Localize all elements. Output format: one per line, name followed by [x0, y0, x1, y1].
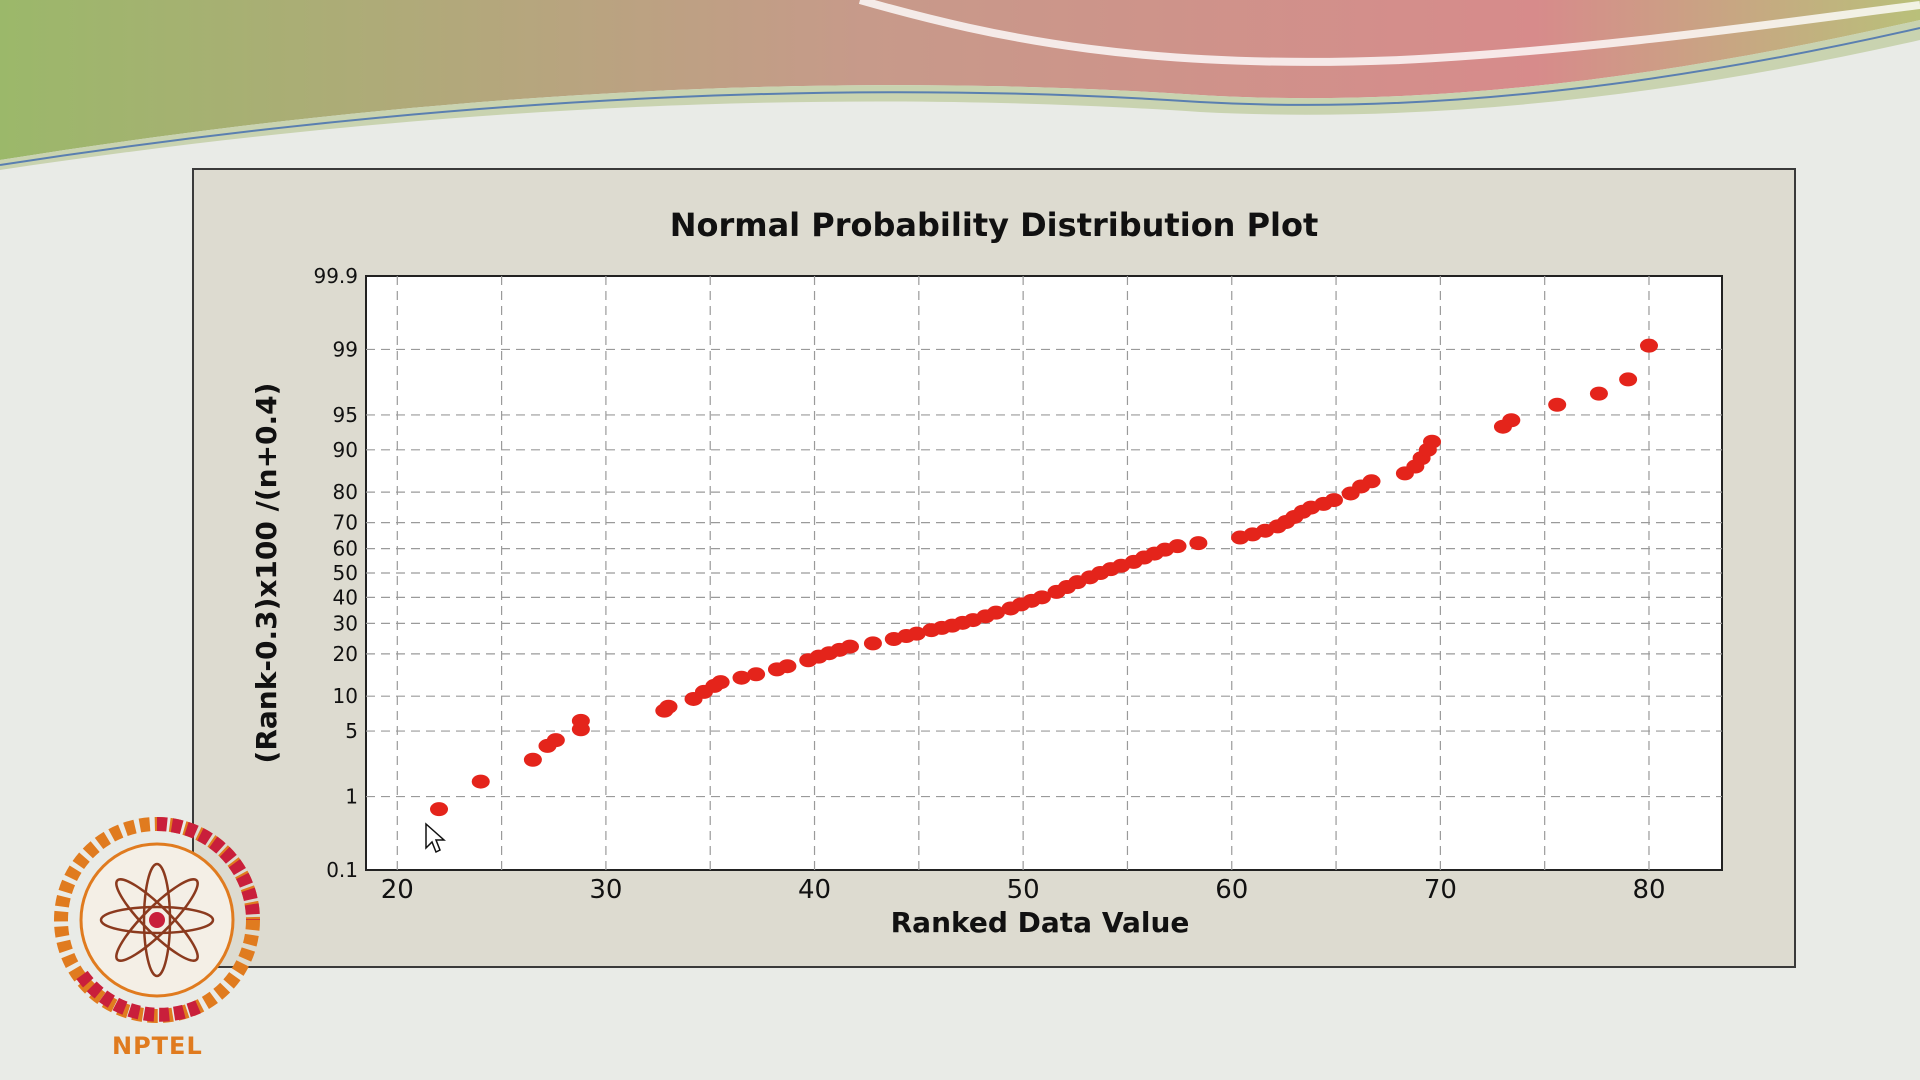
data-point [659, 699, 678, 714]
data-point [711, 675, 730, 690]
x-tick-label: 70 [1424, 875, 1457, 905]
nptel-logo-text: NPTEL [112, 1032, 203, 1060]
y-tick-label: 99 [333, 337, 358, 361]
y-tick-label: 30 [333, 611, 358, 635]
data-point [732, 670, 751, 685]
data-point [907, 626, 926, 641]
data-point [1589, 386, 1608, 401]
data-point [571, 713, 590, 728]
data-point [1502, 413, 1521, 428]
data-point [747, 667, 766, 682]
chart-panel: Normal Probability Distribution Plot 0.1… [192, 168, 1796, 968]
y-tick-label: 0.1 [326, 858, 358, 882]
x-axis-label: Ranked Data Value [891, 906, 1190, 939]
data-point [1362, 474, 1381, 489]
y-tick-label: 60 [333, 537, 358, 561]
x-tick-label: 20 [381, 875, 414, 905]
data-point [778, 659, 797, 674]
data-point [1168, 539, 1187, 554]
y-tick-label: 50 [333, 561, 358, 585]
data-point [430, 802, 449, 817]
grid-lines [366, 276, 1722, 870]
y-tick-label: 10 [333, 684, 358, 708]
nptel-logo-emblem [54, 817, 260, 1023]
data-point [1548, 397, 1567, 412]
x-tick-label: 80 [1632, 875, 1665, 905]
normal-probability-chart: Normal Probability Distribution Plot 0.1… [250, 206, 1723, 939]
y-tick-label: 70 [333, 511, 358, 535]
data-point [863, 636, 882, 651]
mouse-pointer-icon [425, 822, 446, 854]
y-tick-label: 40 [333, 585, 358, 609]
x-tick-label: 30 [589, 875, 622, 905]
data-point [1619, 372, 1638, 387]
x-axis-ticks: 20 30 40 50 60 70 80 [381, 875, 1666, 905]
y-axis-label: (Rank-0.3)x100 /(n+0.4) [250, 383, 283, 764]
x-tick-label: 50 [1007, 875, 1040, 905]
y-tick-label: 90 [333, 438, 358, 462]
data-point [471, 774, 490, 789]
y-tick-label: 1 [345, 785, 358, 809]
x-tick-label: 40 [798, 875, 831, 905]
data-point [1639, 338, 1658, 353]
x-tick-label: 60 [1215, 875, 1248, 905]
y-tick-label: 80 [333, 480, 358, 504]
data-point [1032, 590, 1051, 605]
slide-header-swoosh [0, 0, 1920, 170]
data-point [523, 752, 542, 767]
y-tick-label: 99.9 [313, 264, 358, 288]
data-point [1189, 536, 1208, 551]
data-point [840, 639, 859, 654]
chart-title: Normal Probability Distribution Plot [670, 206, 1319, 244]
y-tick-label: 95 [333, 403, 358, 427]
data-points [430, 338, 1658, 817]
y-tick-label: 5 [345, 719, 358, 743]
data-point [546, 733, 565, 748]
y-tick-label: 20 [333, 642, 358, 666]
data-point [1423, 434, 1442, 449]
data-point [1324, 493, 1343, 508]
data-point [987, 605, 1006, 620]
